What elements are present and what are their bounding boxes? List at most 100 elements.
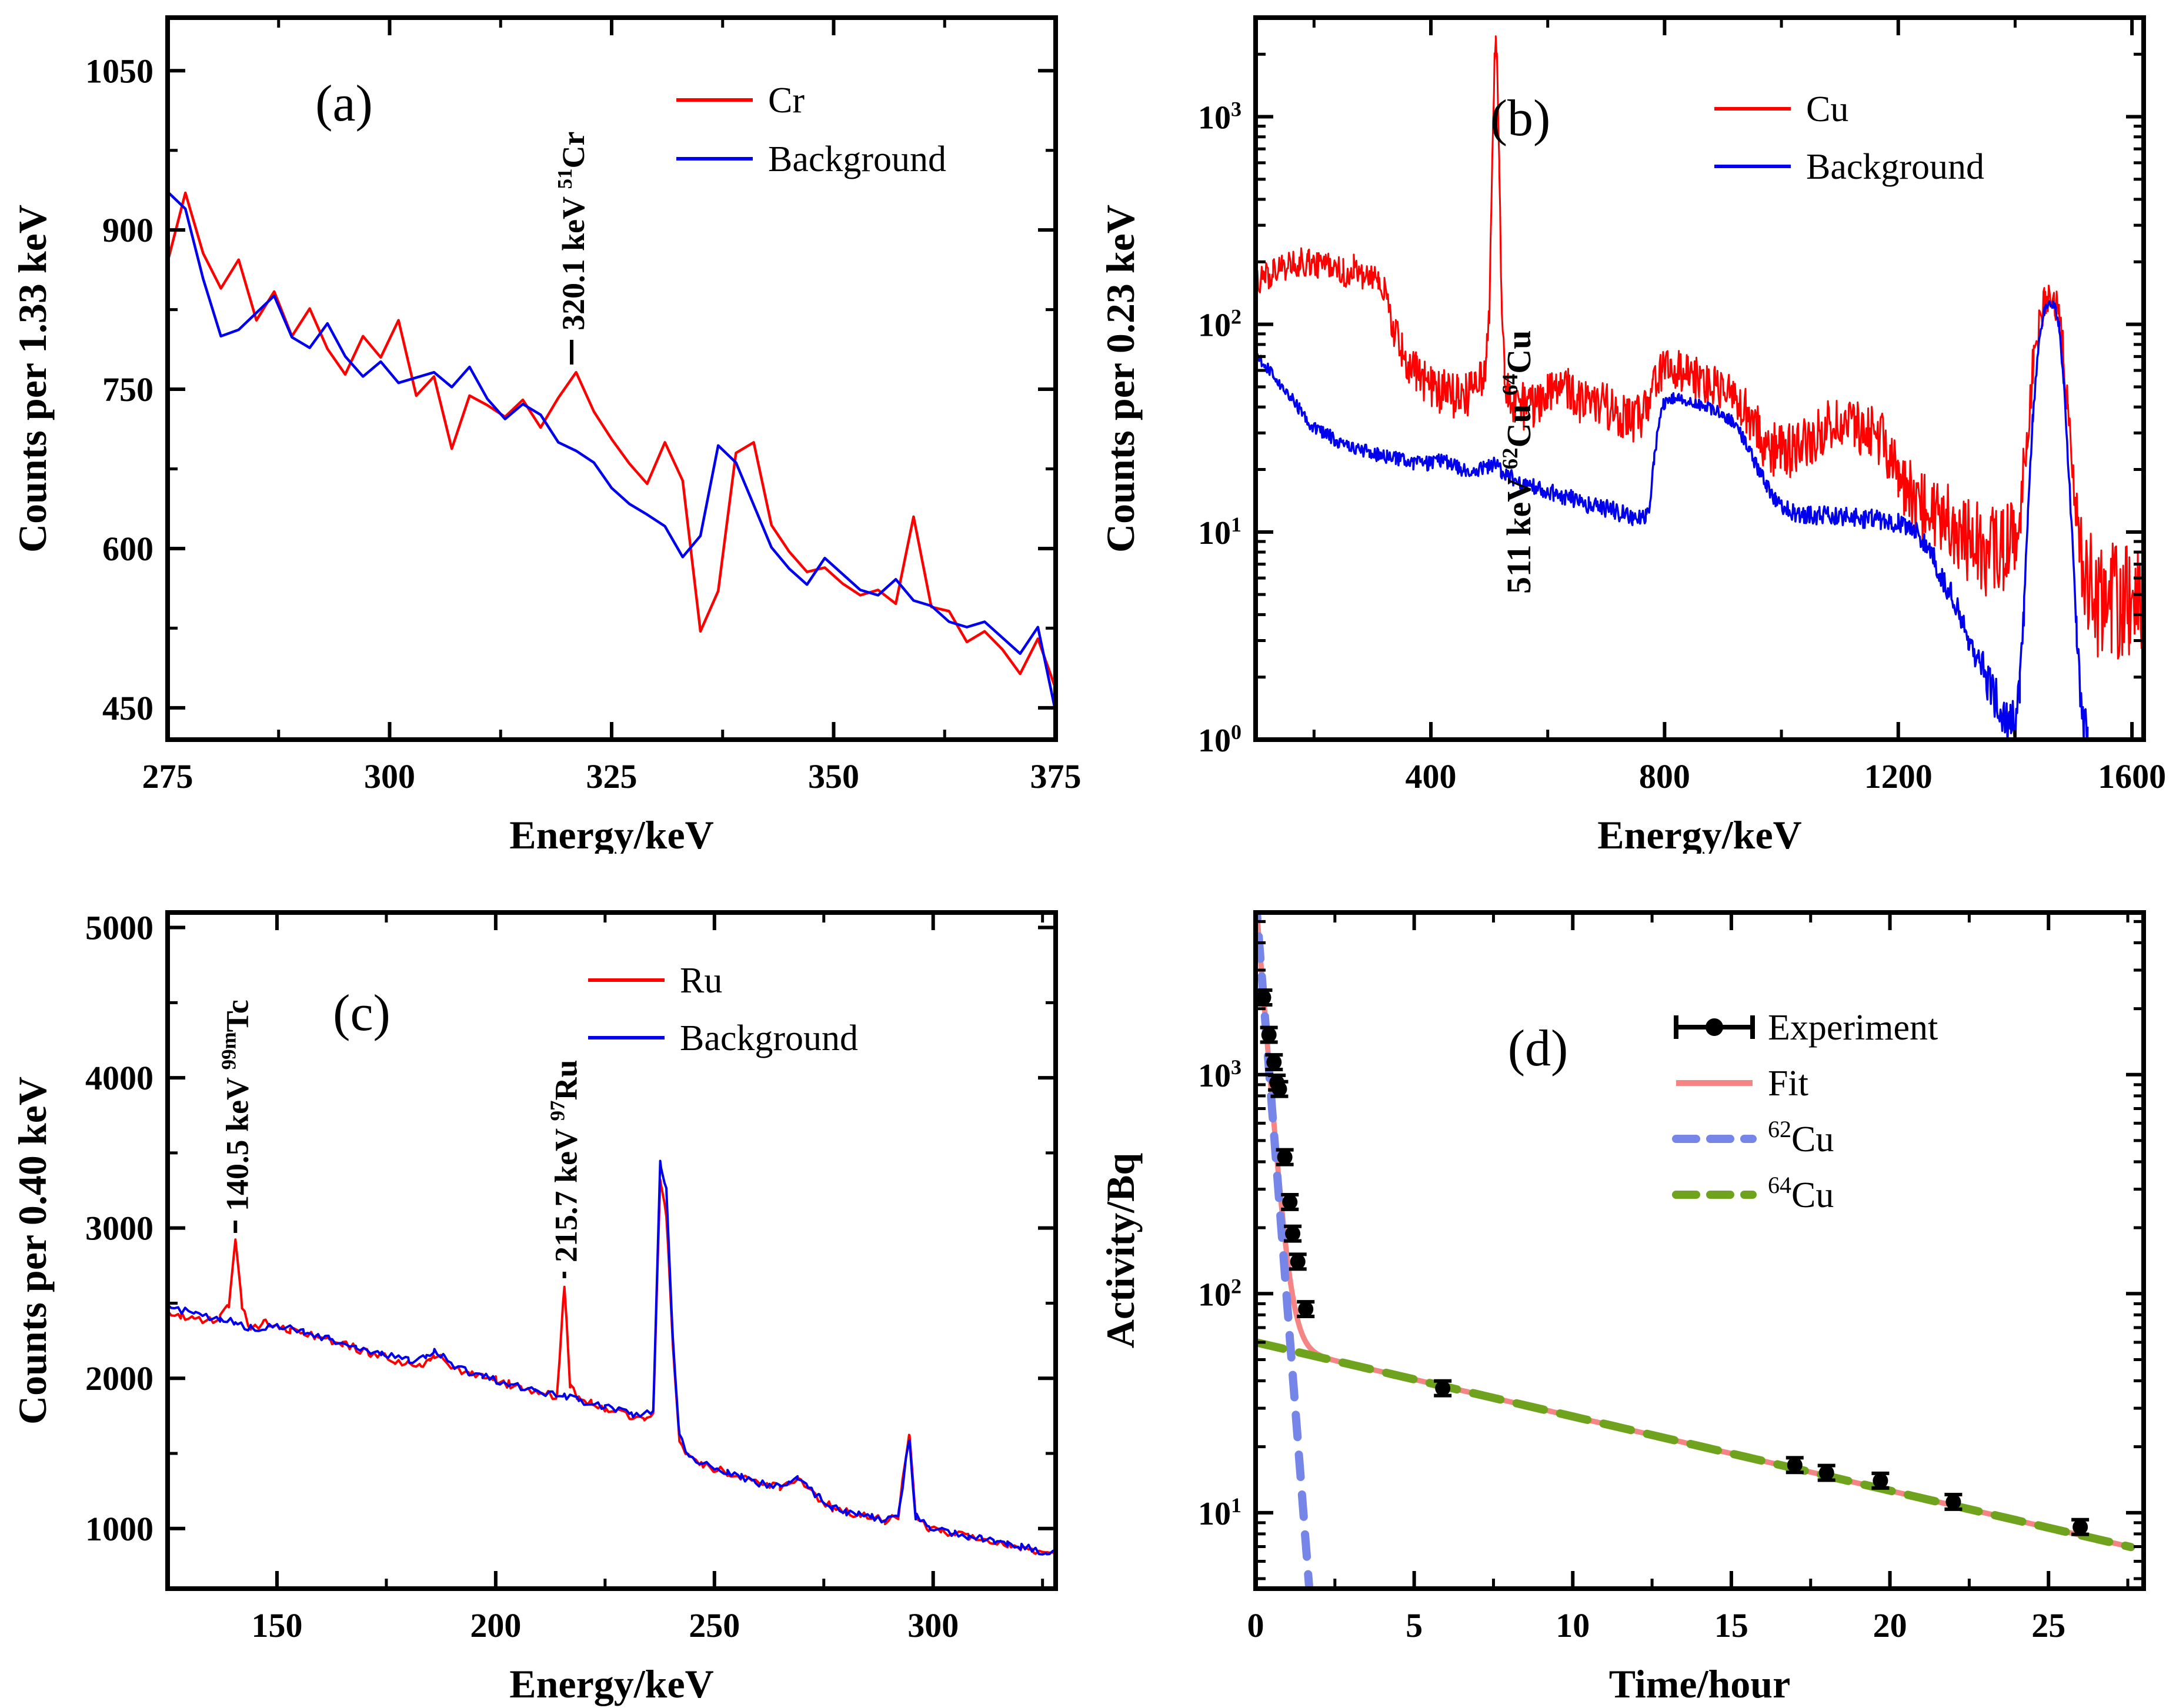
panel-letter: (b) bbox=[1490, 90, 1551, 147]
x-tick-label: 300 bbox=[364, 757, 415, 795]
x-tick-label: 325 bbox=[586, 757, 638, 795]
experiment-point bbox=[1270, 1079, 1289, 1098]
panel-d: 0 5 10 15 20 25 101 102 103 Time/hour Activity/Bq (… bbox=[1088, 854, 2176, 1708]
y-axis-title: Counts per 0.23 keV bbox=[1098, 205, 1143, 553]
panel-c: 150 200 250 300 1000 2000 3000 4000 5000 Energy/k… bbox=[0, 854, 1088, 1708]
experiment-point bbox=[2071, 1518, 2090, 1536]
y-tick-label: 100 bbox=[1198, 720, 1241, 759]
annotation-label: 511 keV 62Cu 64Cu bbox=[1498, 330, 1538, 594]
legend-item: 62Cu bbox=[1672, 1116, 1834, 1159]
y-tick-label: 3000 bbox=[85, 1209, 153, 1248]
series-64Cu bbox=[1256, 1338, 2135, 1552]
experiment-point bbox=[1260, 1025, 1278, 1044]
series-Cr bbox=[168, 191, 1056, 690]
legend-label: Fit bbox=[1768, 1064, 1808, 1104]
y-tick-label: 5000 bbox=[85, 909, 153, 947]
y-axis-title: Counts per 1.33 keV bbox=[10, 205, 55, 553]
y-tick-label: 450 bbox=[102, 689, 153, 727]
y-tick-label: 101 bbox=[1198, 1493, 1241, 1532]
experiment-point bbox=[1276, 1148, 1294, 1166]
y-tick-label: 4000 bbox=[85, 1059, 153, 1097]
series-Cu bbox=[1256, 35, 2144, 660]
legend-label: 62Cu bbox=[1768, 1116, 1834, 1159]
axis-frame bbox=[1253, 910, 2146, 1591]
y-tick-label: 1000 bbox=[85, 1510, 153, 1548]
legend-item: 64Cu bbox=[1672, 1172, 1834, 1215]
ticks bbox=[1254, 913, 2144, 1589]
y-tick-label: 102 bbox=[1198, 1274, 1241, 1313]
y-tick-label: 103 bbox=[1198, 98, 1241, 136]
x-tick-label: 150 bbox=[251, 1606, 302, 1645]
experiment-point bbox=[1289, 1252, 1307, 1271]
panel-letter: (d) bbox=[1508, 1020, 1568, 1077]
legend-label: Experiment bbox=[1768, 1008, 1938, 1048]
x-tick-label: 300 bbox=[907, 1606, 959, 1645]
x-tick-label: 10 bbox=[1556, 1606, 1590, 1645]
experiment-point bbox=[1284, 1224, 1302, 1243]
x-axis-title: Time/hour bbox=[1609, 1662, 1791, 1706]
y-tick-label: 600 bbox=[102, 530, 153, 568]
x-tick-label: 350 bbox=[808, 757, 859, 795]
annotation-label: 140.5 keV 99mTc bbox=[217, 1000, 255, 1211]
y-tick-label: 101 bbox=[1198, 513, 1241, 551]
legend-label: Ru bbox=[680, 961, 722, 1001]
x-axis-title: Energy/keV bbox=[1597, 813, 1802, 854]
axis-frame bbox=[165, 15, 1058, 742]
x-tick-label: 20 bbox=[1873, 1606, 1907, 1645]
legend-item: Cr bbox=[676, 81, 805, 121]
x-tick-label: 0 bbox=[1247, 1606, 1264, 1645]
plot-area bbox=[1256, 913, 2135, 1589]
x-tick-label: 275 bbox=[142, 757, 193, 795]
experiment-point bbox=[1817, 1463, 1835, 1482]
x-tick-label: 375 bbox=[1030, 757, 1082, 795]
y-tick-label: 2000 bbox=[85, 1359, 153, 1398]
x-tick-label: 25 bbox=[2031, 1606, 2065, 1645]
panel-a: 275 300 325 350 375 450 600 750 900 1050 Energy/ke… bbox=[0, 0, 1088, 854]
legend-label: Background bbox=[1806, 147, 1984, 187]
ticks bbox=[166, 18, 1057, 740]
annotation-label: 215.7 keV 97Ru bbox=[546, 1059, 584, 1262]
series-Background bbox=[168, 190, 1056, 713]
x-tick-label: 1200 bbox=[1864, 757, 1933, 795]
x-tick-label: 200 bbox=[470, 1606, 521, 1645]
y-axis-title: Activity/Bq bbox=[1098, 1153, 1143, 1349]
experiment-point bbox=[1281, 1193, 1299, 1211]
panel-letter: (c) bbox=[333, 985, 391, 1042]
panel-letter: (a) bbox=[315, 75, 373, 132]
y-tick-label: 1050 bbox=[85, 52, 153, 90]
x-axis-title: Energy/keV bbox=[509, 1662, 714, 1706]
x-tick-label: 800 bbox=[1639, 757, 1690, 795]
experiment-point bbox=[1434, 1379, 1452, 1398]
series-Background bbox=[1256, 300, 2089, 740]
panel-b: 400 800 1200 1600 100 101 102 103 Energy/keV Coun… bbox=[1088, 0, 2176, 854]
legend-label: Cr bbox=[768, 81, 805, 121]
plot-area bbox=[168, 1159, 1056, 1557]
y-tick-label: 103 bbox=[1198, 1055, 1241, 1094]
legend-label: Background bbox=[680, 1018, 858, 1058]
legend-item: Background bbox=[676, 139, 946, 179]
chart-b: 400 800 1200 1600 100 101 102 103 Energy/keV Coun… bbox=[1098, 15, 2166, 854]
chart-a: 275 300 325 350 375 450 600 750 900 1050 Energy/ke… bbox=[10, 15, 1082, 854]
x-tick-label: 1600 bbox=[2098, 757, 2166, 795]
x-axis-title: Energy/keV bbox=[509, 813, 714, 854]
series-Ru bbox=[168, 1178, 1056, 1557]
series-62Cu bbox=[1256, 913, 1314, 1589]
axis-frame bbox=[1253, 15, 2146, 742]
chart-c: 150 200 250 300 1000 2000 3000 4000 5000 Energy/k… bbox=[10, 909, 1058, 1706]
y-tick-label: 750 bbox=[102, 370, 153, 409]
annotation-label: 320.1 keV 51Cr bbox=[553, 132, 591, 331]
plot-area bbox=[1256, 35, 2144, 740]
x-tick-label: 400 bbox=[1406, 757, 1457, 795]
legend-item: Background bbox=[1714, 147, 1984, 187]
series-fit bbox=[1256, 913, 2134, 1550]
legend-item: Background bbox=[588, 1018, 858, 1058]
legend-label: Cu bbox=[1806, 89, 1848, 129]
experiment-point bbox=[1265, 1053, 1283, 1072]
legend-item: Ru bbox=[588, 961, 722, 1001]
experiment-point bbox=[1297, 1300, 1315, 1319]
x-tick-label: 15 bbox=[1714, 1606, 1748, 1645]
legend-label: Background bbox=[768, 139, 946, 179]
axis-frame bbox=[165, 910, 1058, 1591]
experiment-point bbox=[1785, 1456, 1804, 1475]
